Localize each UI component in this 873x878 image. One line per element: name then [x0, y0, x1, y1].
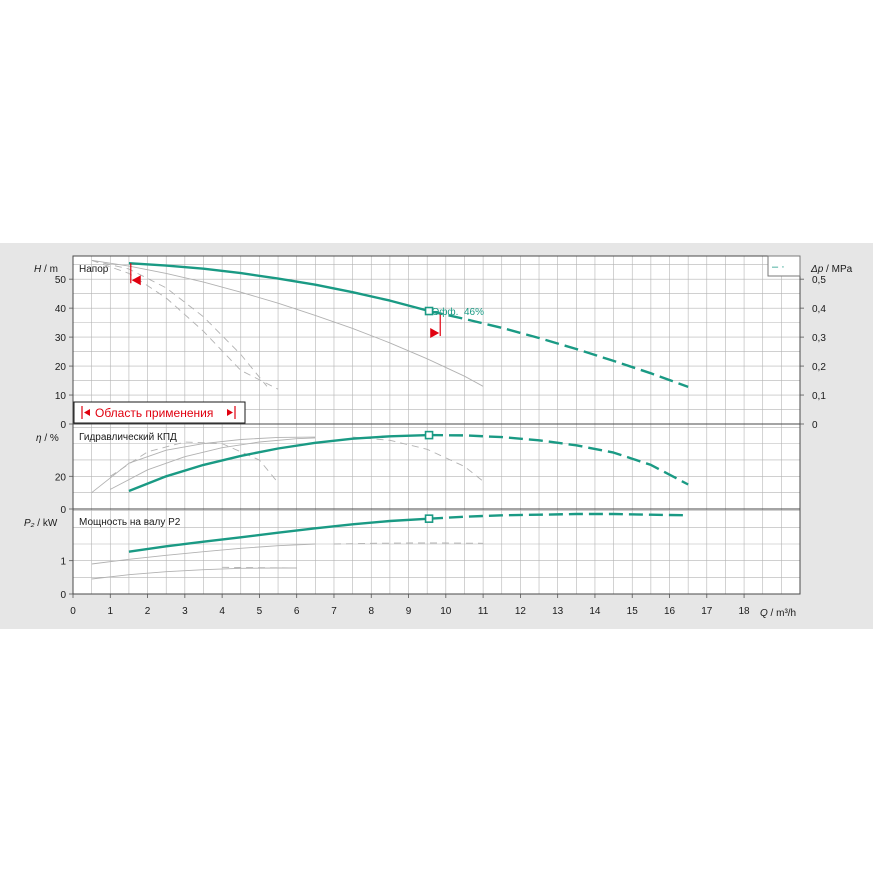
y-tick-label-head: 40	[55, 304, 67, 315]
x-tick-label: 12	[515, 606, 527, 617]
head-selected-pump-solid-curve	[128, 262, 430, 313]
head-reference-solid-curve	[91, 259, 484, 387]
selected-pump-curves	[128, 262, 689, 553]
flow-axis-label: Q / m³/h	[760, 608, 796, 619]
x-tick-label: 14	[589, 606, 601, 617]
y-tick-label-head: 0	[60, 420, 66, 431]
operating-range-box	[73, 401, 246, 424]
efficiency-reference-dashed-2-curve	[352, 436, 484, 482]
annotations	[130, 263, 441, 523]
x-tick-label: 15	[627, 606, 639, 617]
right-tick-label: 0,3	[812, 333, 826, 344]
legend: – ·	[767, 255, 801, 277]
x-tick-label: 1	[108, 606, 114, 617]
x-tick-label: 0	[70, 606, 76, 617]
power-selected-pump-dashed-curve	[428, 512, 689, 520]
x-tick-label: 11	[478, 606, 489, 617]
y-tick-label-head: 30	[55, 333, 67, 344]
grid-lines	[73, 256, 800, 594]
power-duty-point-marker	[424, 514, 434, 523]
x-tick-label: 13	[552, 606, 564, 617]
pressure-axis-label: Δp / MPa	[810, 264, 853, 275]
power-reference-solid-2-curve	[91, 567, 297, 580]
x-tick-label: 8	[368, 606, 374, 617]
power-reference-solid-curve	[91, 543, 316, 565]
power-panel-frame	[72, 508, 801, 595]
x-tick-label: 7	[331, 606, 337, 617]
y-tick-label-power: 0	[60, 590, 66, 601]
right-tick-label: 0,5	[812, 275, 826, 286]
power-selected-pump-solid-curve	[128, 517, 430, 553]
y-tick-label-head: 20	[55, 362, 67, 373]
x-tick-label: 4	[219, 606, 225, 617]
y-tick-label-efficiency: 0	[60, 505, 66, 516]
operating-range-legend: Область применения	[73, 401, 246, 424]
efficiency-selected-pump-dashed-curve	[428, 433, 689, 486]
right-tick-label: 0,2	[812, 362, 826, 373]
x-tick-label: 2	[145, 606, 151, 617]
operating-range-label: Область применения	[95, 406, 213, 420]
efficiency-panel-title: Гидравлический КПД	[79, 432, 177, 443]
right-tick-label: 0,1	[812, 391, 826, 402]
legend-box	[767, 255, 801, 277]
power-axis-label: P₂ / kW	[24, 518, 58, 529]
head-panel-title: Напор	[79, 264, 109, 275]
efficiency-duty-point-marker	[424, 430, 434, 440]
x-tick-label: 10	[440, 606, 452, 617]
duty-point-label: Эфф. 46%	[432, 306, 484, 318]
x-tick-label: 9	[406, 606, 412, 617]
y-tick-label-efficiency: 20	[55, 472, 67, 483]
operating-range-start-arrow	[131, 275, 141, 286]
efficiency-selected-pump-solid-curve	[128, 433, 430, 493]
x-tick-label: 16	[664, 606, 676, 617]
operating-range-left-arrow	[84, 409, 90, 416]
right-tick-label: 0,4	[812, 304, 826, 315]
x-tick-label: 18	[739, 606, 751, 617]
head-axis-label: H / m	[34, 264, 58, 275]
head-reference-dashed-2-curve	[91, 259, 279, 390]
power-panel-title: Мощность на валу P2	[79, 517, 181, 528]
y-tick-label-power: 1	[60, 557, 66, 568]
operating-range-end-arrow	[430, 328, 440, 339]
x-tick-label: 3	[182, 606, 188, 617]
right-tick-label: 0	[812, 420, 818, 431]
efficiency-axis-label: η / %	[36, 433, 59, 444]
head-selected-pump-dashed-curve	[428, 309, 689, 389]
operating-range-right-arrow	[227, 409, 233, 416]
y-tick-label-head: 10	[55, 391, 67, 402]
power-reference-dashed-curve	[333, 542, 484, 545]
y-tick-label-head: 50	[55, 275, 67, 286]
reference-curves	[91, 259, 484, 580]
x-tick-label: 5	[257, 606, 263, 617]
head-duty-point-marker	[424, 306, 434, 316]
legend-series-glyph: – ·	[772, 261, 785, 273]
efficiency-reference-solid-2-curve	[91, 436, 316, 494]
efficiency-reference-solid-curve	[110, 437, 316, 490]
panel-frames	[72, 255, 801, 595]
power-reference-dashed-2-curve	[222, 566, 297, 569]
x-tick-label: 6	[294, 606, 300, 617]
x-tick-label: 17	[701, 606, 713, 617]
efficiency-reference-dashed-curve	[110, 441, 279, 484]
